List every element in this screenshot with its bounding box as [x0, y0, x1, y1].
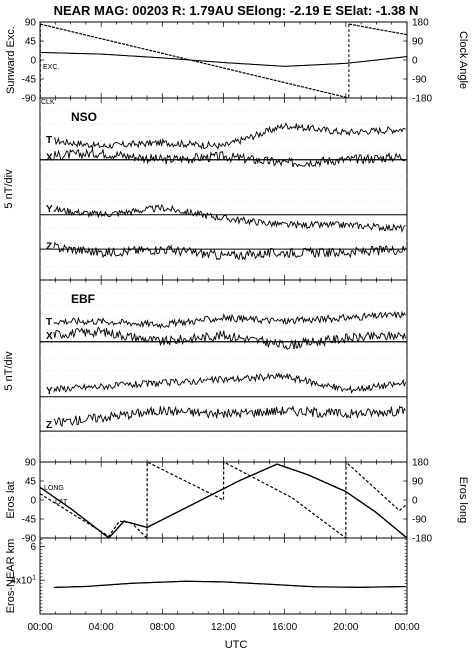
y-tick-label-left: 90 [25, 458, 37, 469]
sunward-clock-panel [39, 21, 408, 99]
y-tick-label-left: -90 [22, 534, 37, 545]
y-tick-label-right: 180 [412, 18, 429, 29]
y-tick-label-left: -90 [22, 94, 37, 105]
series-line-clk [40, 23, 350, 99]
x-tick-label: 08:00 [150, 622, 175, 633]
x-tick-label: 00:00 [27, 622, 52, 633]
series-line-z [53, 405, 406, 428]
y-tick-label: 6 [30, 542, 36, 553]
y-tick-label-right: -180 [412, 534, 432, 545]
series-line-t [53, 122, 406, 150]
component-label-y: Y [46, 386, 53, 397]
series-line-clk [348, 23, 408, 36]
y-axis-label: Eros-NEAR km [5, 539, 17, 614]
x-tick-label: 20:00 [333, 622, 358, 633]
y-tick-label-left: -45 [22, 75, 37, 86]
y-tick-label: 4x101 [10, 575, 36, 587]
y-tick-label-left: 0 [30, 496, 36, 507]
y-axis-label-left: Eros lat [5, 481, 17, 518]
y-tick-label-left: 90 [25, 18, 37, 29]
series-line-x [53, 147, 406, 168]
axis-labels: 00:00 04:00 08:00 12:00 16:00 20:00 00:00 UTC 90… [3, 18, 469, 652]
y-tick-label-left: 45 [25, 477, 37, 488]
y-axis-label-right: Eros long [457, 477, 469, 523]
panel-label-ebf: EBF [71, 292, 95, 306]
series-line-exc [39, 51, 408, 67]
series-line-long [39, 460, 408, 540]
data-series [39, 23, 408, 589]
y-tick-label-right: -90 [412, 515, 427, 526]
series-line-distance [53, 580, 406, 589]
x-axis-label: UTC [225, 639, 248, 651]
tick-marks [39, 21, 408, 614]
component-label-x: X [46, 331, 53, 342]
y-tick-label-right: 90 [412, 477, 424, 488]
series-line-t [53, 310, 406, 330]
x-tick-label: 12:00 [211, 622, 236, 633]
component-label-y: Y [46, 204, 53, 215]
component-label-t: T [46, 135, 52, 146]
y-tick-label-left: 0 [30, 56, 36, 67]
component-label-z: Z [46, 242, 52, 253]
x-tick-label: 04:00 [89, 622, 114, 633]
figure-title: NEAR MAG: 00203 R: 1.79AU SElong: -2.19 … [54, 3, 419, 18]
y-tick-label-right: -180 [412, 94, 432, 105]
series-line-x [53, 326, 406, 351]
series-line-lat [39, 463, 408, 539]
series-label-lat: LAT [55, 499, 68, 506]
series-label-clk: CLK [41, 99, 55, 106]
panel-label-nso: NSO [71, 110, 97, 124]
series-label-exc: EXC. [43, 64, 59, 71]
y-tick-exponent: 1 [32, 575, 36, 582]
y-tick-label-right: 0 [412, 56, 418, 67]
y-axis-label: 5 nT/div [3, 169, 15, 209]
y-tick-label-right: -90 [412, 75, 427, 86]
x-tick-label: 16:00 [272, 622, 297, 633]
component-label-t: T [46, 317, 52, 328]
series-line-z [53, 241, 406, 261]
y-tick-label-right: 0 [412, 496, 418, 507]
series-label-long: LONG [44, 485, 64, 492]
series-line-y [53, 372, 406, 394]
y-axis-label-left: Sunward Exc. [5, 26, 17, 94]
component-label-z: Z [46, 420, 52, 431]
series-line-y [53, 204, 406, 233]
y-tick-label-right: 90 [412, 37, 424, 48]
y-tick-label-right: 180 [412, 458, 429, 469]
y-tick-label-left: -45 [22, 515, 37, 526]
component-label-x: X [46, 152, 53, 163]
x-tick-label: 00:00 [394, 622, 419, 633]
y-tick-label-left: 45 [25, 37, 37, 48]
y-axis-label-right: Clock Angle [457, 31, 469, 89]
eros-near-distance-panel [39, 537, 408, 615]
y-axis-label: 5 nT/div [3, 351, 15, 391]
